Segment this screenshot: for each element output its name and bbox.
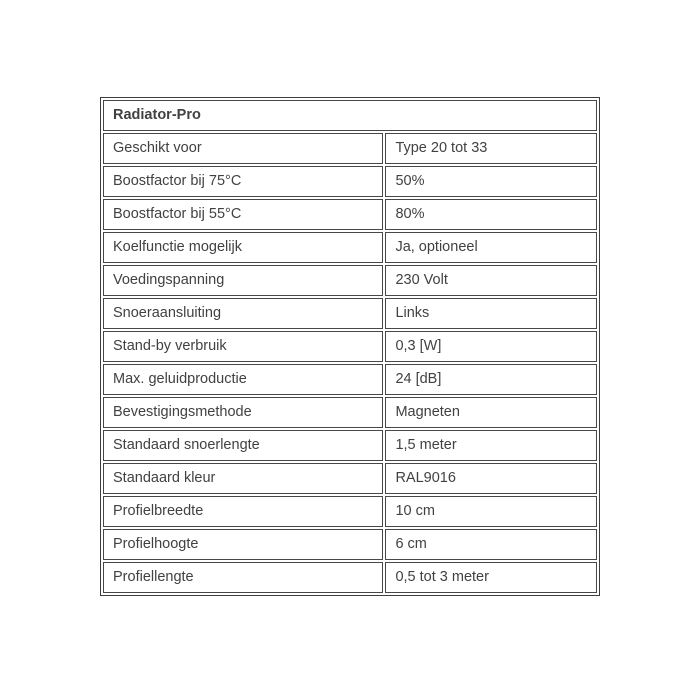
table-row: Voedingspanning 230 Volt [103, 265, 597, 296]
spec-value-cell: 80% [385, 199, 597, 230]
table-row: Max. geluidproductie 24 [dB] [103, 364, 597, 395]
spec-label-cell: Max. geluidproductie [103, 364, 384, 395]
table-row: Profielbreedte 10 cm [103, 496, 597, 527]
table-row: Profiellengte 0,5 tot 3 meter [103, 562, 597, 593]
table-row: Koelfunctie mogelijk Ja, optioneel [103, 232, 597, 263]
table-row: Standaard snoerlengte 1,5 meter [103, 430, 597, 461]
spec-label-cell: Stand-by verbruik [103, 331, 384, 362]
spec-label-cell: Boostfactor bij 55°C [103, 199, 384, 230]
spec-label-cell: Profiellengte [103, 562, 384, 593]
spec-label-cell: Bevestigingsmethode [103, 397, 384, 428]
table-row: Profielhoogte 6 cm [103, 529, 597, 560]
table-row: Stand-by verbruik 0,3 [W] [103, 331, 597, 362]
spec-header-row: Radiator-Pro [103, 100, 597, 131]
spec-value-cell: 10 cm [385, 496, 597, 527]
spec-table-container: Radiator-Pro Geschikt voor Type 20 tot 3… [100, 97, 600, 596]
spec-value-cell: Links [385, 298, 597, 329]
spec-value-cell: 0,3 [W] [385, 331, 597, 362]
spec-label-cell: Boostfactor bij 75°C [103, 166, 384, 197]
spec-label-cell: Standaard kleur [103, 463, 384, 494]
spec-table: Radiator-Pro Geschikt voor Type 20 tot 3… [100, 97, 600, 596]
spec-label-cell: Geschikt voor [103, 133, 384, 164]
spec-label-cell: Standaard snoerlengte [103, 430, 384, 461]
spec-label-cell: Koelfunctie mogelijk [103, 232, 384, 263]
spec-label-cell: Profielbreedte [103, 496, 384, 527]
spec-value-cell: 50% [385, 166, 597, 197]
spec-value-cell: 6 cm [385, 529, 597, 560]
spec-value-cell: 24 [dB] [385, 364, 597, 395]
spec-value-cell: Magneten [385, 397, 597, 428]
spec-rows: Geschikt voor Type 20 tot 33 Boostfactor… [103, 133, 597, 593]
spec-value-cell: RAL9016 [385, 463, 597, 494]
spec-value-cell: Ja, optioneel [385, 232, 597, 263]
spec-value-cell: 0,5 tot 3 meter [385, 562, 597, 593]
table-row: Boostfactor bij 75°C 50% [103, 166, 597, 197]
spec-value-cell: 1,5 meter [385, 430, 597, 461]
table-row: Boostfactor bij 55°C 80% [103, 199, 597, 230]
table-row: Bevestigingsmethode Magneten [103, 397, 597, 428]
spec-label-cell: Snoeraansluiting [103, 298, 384, 329]
spec-value-cell: Type 20 tot 33 [385, 133, 597, 164]
table-row: Standaard kleur RAL9016 [103, 463, 597, 494]
table-title: Radiator-Pro [103, 100, 597, 131]
spec-label-cell: Profielhoogte [103, 529, 384, 560]
table-row: Snoeraansluiting Links [103, 298, 597, 329]
spec-value-cell: 230 Volt [385, 265, 597, 296]
spec-label-cell: Voedingspanning [103, 265, 384, 296]
table-row: Geschikt voor Type 20 tot 33 [103, 133, 597, 164]
